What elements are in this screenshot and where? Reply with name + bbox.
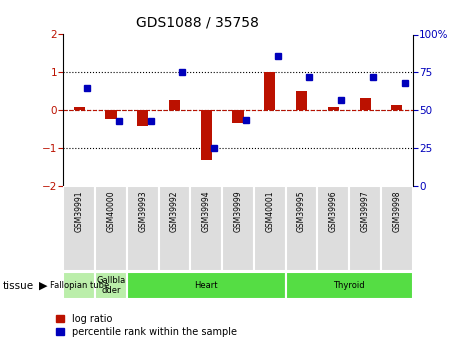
Text: GSM39997: GSM39997 [361, 190, 370, 232]
Text: Fallopian tube: Fallopian tube [50, 281, 109, 290]
FancyBboxPatch shape [286, 186, 318, 271]
FancyBboxPatch shape [318, 186, 349, 271]
FancyBboxPatch shape [190, 186, 222, 271]
Text: tissue: tissue [2, 281, 33, 290]
Bar [360, 98, 371, 110]
Text: GSM39999: GSM39999 [234, 190, 242, 232]
Text: GSM39991: GSM39991 [75, 190, 83, 232]
Bar [169, 100, 180, 110]
Text: GSM39994: GSM39994 [202, 190, 211, 232]
FancyBboxPatch shape [63, 272, 95, 299]
FancyBboxPatch shape [254, 186, 286, 271]
Text: GSM40001: GSM40001 [265, 190, 274, 232]
Bar [137, 110, 148, 126]
Bar [233, 110, 243, 122]
FancyBboxPatch shape [127, 272, 286, 299]
FancyBboxPatch shape [222, 186, 254, 271]
Text: GSM39993: GSM39993 [138, 190, 147, 232]
Text: Heart: Heart [195, 281, 218, 290]
Text: ▶: ▶ [39, 281, 47, 290]
Text: Gallbla
dder: Gallbla dder [96, 276, 126, 295]
Bar [201, 110, 212, 160]
Text: GDS1088 / 35758: GDS1088 / 35758 [136, 16, 258, 30]
Text: GSM40000: GSM40000 [106, 190, 115, 232]
FancyBboxPatch shape [349, 186, 381, 271]
Text: Thyroid: Thyroid [333, 281, 365, 290]
Legend: log ratio, percentile rank within the sample: log ratio, percentile rank within the sa… [56, 314, 237, 337]
Bar [391, 105, 402, 110]
Bar [74, 107, 85, 110]
Text: GSM39996: GSM39996 [329, 190, 338, 232]
Text: GSM39995: GSM39995 [297, 190, 306, 232]
FancyBboxPatch shape [286, 272, 413, 299]
Bar [328, 107, 339, 110]
Bar [296, 91, 307, 110]
FancyBboxPatch shape [127, 186, 159, 271]
FancyBboxPatch shape [95, 186, 127, 271]
Text: GSM39992: GSM39992 [170, 190, 179, 232]
Bar [264, 72, 275, 110]
FancyBboxPatch shape [381, 186, 413, 271]
FancyBboxPatch shape [63, 186, 95, 271]
Bar [106, 110, 116, 119]
FancyBboxPatch shape [159, 186, 190, 271]
Text: GSM39998: GSM39998 [393, 190, 401, 232]
FancyBboxPatch shape [95, 272, 127, 299]
